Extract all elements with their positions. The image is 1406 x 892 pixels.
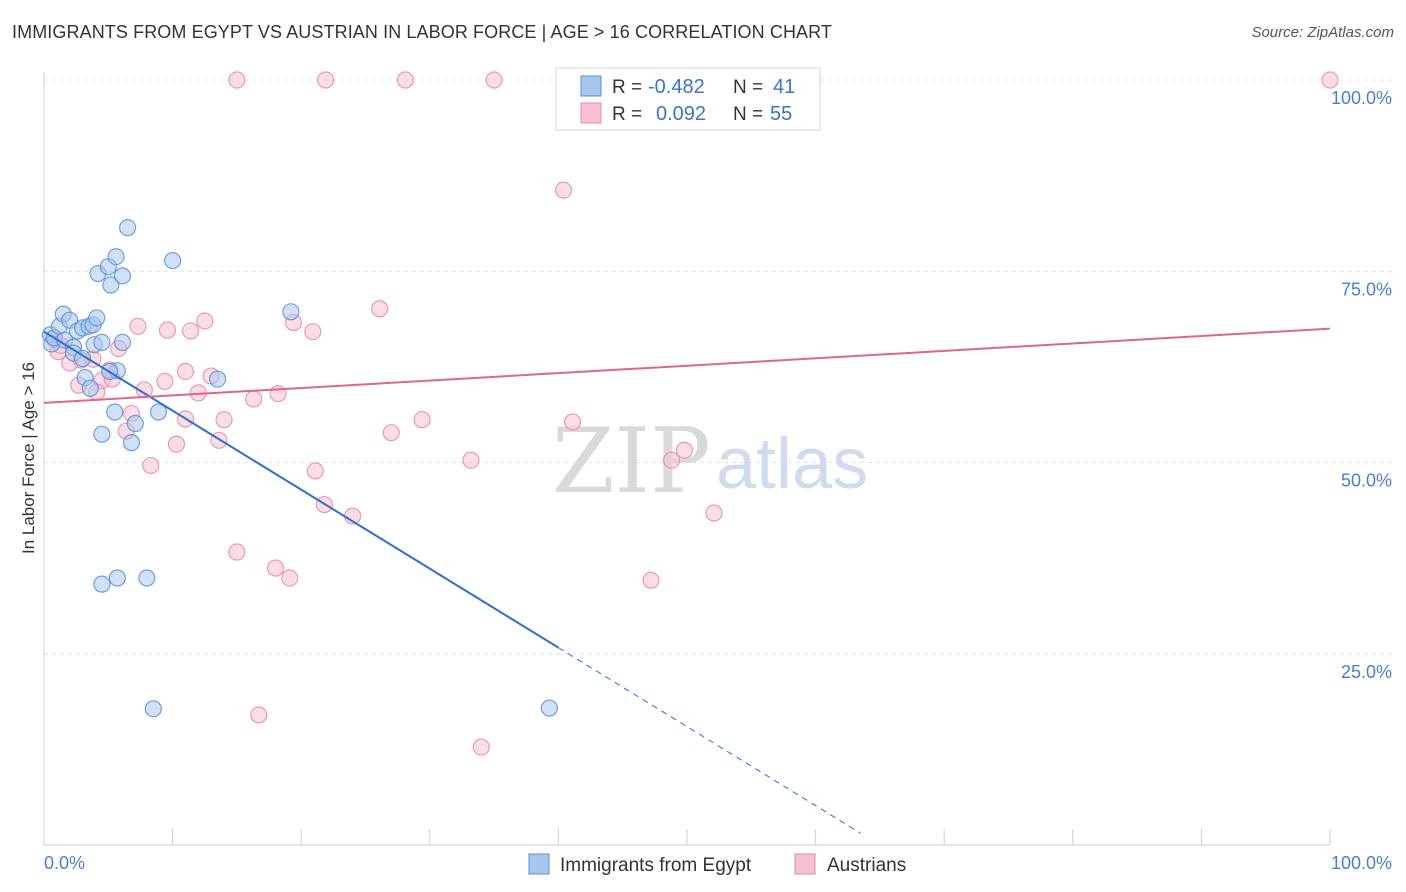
y-tick-label-75: 75.0% [1341, 279, 1392, 299]
point-blue-37 [144, 700, 162, 718]
series-austrians-points [45, 71, 1339, 756]
stats-box: R = -0.482 N = 41 R = 0.092 N = 55 [555, 67, 821, 131]
stats-swatch-pink [580, 102, 602, 124]
stats-swatch-blue [580, 75, 602, 97]
x-tick-label-min: 0.0% [44, 853, 85, 873]
chart-title: IMMIGRANTS FROM EGYPT VS AUSTRIAN IN LAB… [12, 22, 833, 42]
point-pink-4 [1321, 71, 1339, 89]
point-blue-31 [164, 251, 182, 270]
point-pink-43 [675, 441, 694, 459]
point-pink-11 [304, 323, 322, 341]
point-pink-34 [142, 456, 160, 475]
point-blue-23 [113, 267, 132, 285]
stats-r-label-2: R = [612, 104, 642, 125]
stats-n-value-2: 55 [770, 103, 792, 125]
point-blue-33 [209, 370, 227, 388]
point-pink-39 [382, 424, 400, 442]
x-tick-label-max: 100.0% [1331, 853, 1392, 873]
trend-lines [43, 327, 1331, 834]
legend: Immigrants from Egypt Austrians [528, 853, 906, 876]
legend-swatch-austrians [794, 853, 816, 875]
stats-r-label-1: R = [612, 77, 642, 98]
point-pink-3 [485, 71, 503, 89]
watermark-atlas: atlas [716, 424, 868, 504]
point-pink-10 [182, 322, 200, 340]
point-pink-2 [396, 71, 414, 89]
chart-source: Source: ZipAtlas.com [1251, 24, 1394, 41]
point-blue-35 [108, 569, 126, 587]
x-axis-ticks [43, 829, 1331, 845]
point-pink-46 [266, 559, 285, 577]
point-pink-50 [472, 738, 490, 756]
point-blue-26 [106, 403, 124, 421]
point-pink-1 [317, 71, 335, 89]
point-pink-23 [176, 362, 195, 381]
point-pink-29 [215, 411, 233, 429]
point-blue-32 [282, 303, 300, 321]
point-pink-6 [371, 300, 389, 318]
trendline-blue-extension [558, 647, 861, 834]
stats-n-label-2: N = [733, 104, 763, 125]
legend-swatch-egypt [528, 853, 550, 875]
point-pink-35 [306, 462, 324, 480]
point-blue-40 [113, 333, 132, 351]
point-blue-30 [149, 403, 168, 421]
point-blue-36 [138, 569, 156, 587]
point-pink-44 [705, 504, 723, 522]
point-pink-45 [228, 543, 246, 561]
trendline-pink [43, 327, 1331, 404]
point-pink-47 [281, 569, 299, 587]
y-axis-label: In Labor Force | Age > 16 [19, 362, 38, 554]
point-blue-34 [93, 575, 111, 593]
point-pink-8 [129, 317, 147, 335]
point-pink-41 [563, 413, 582, 431]
point-blue-18 [93, 333, 111, 351]
y-tick-label-25: 25.0% [1341, 662, 1392, 682]
y-tick-label-100: 100.0% [1331, 88, 1392, 108]
stats-r-value-1: -0.482 [648, 76, 705, 98]
stats-n-label-1: N = [733, 77, 763, 98]
point-pink-48 [642, 571, 660, 589]
trendline-blue [43, 330, 559, 649]
point-blue-28 [122, 434, 141, 452]
legend-label-austrians: Austrians [827, 855, 906, 876]
point-pink-33 [167, 435, 186, 453]
point-blue-10 [73, 349, 92, 368]
grid-lines [44, 79, 1395, 655]
point-blue-21 [102, 276, 120, 294]
point-blue-27 [93, 425, 111, 443]
point-blue-24 [118, 219, 137, 237]
point-pink-9 [158, 321, 177, 339]
point-pink-49 [250, 706, 268, 724]
y-axis-tick-labels: 25.0% 50.0% 75.0% 100.0% [1331, 88, 1392, 682]
watermark: ZIP atlas [552, 409, 868, 514]
stats-r-value-2: 0.092 [656, 103, 706, 125]
point-pink-38 [462, 451, 480, 469]
stats-n-value-1: 41 [773, 76, 795, 98]
point-pink-42 [662, 451, 681, 469]
legend-label-egypt: Immigrants from Egypt [560, 855, 752, 876]
point-pink-0 [228, 71, 246, 89]
point-blue-14 [81, 379, 99, 397]
point-pink-5 [554, 181, 573, 199]
y-tick-label-50: 50.0% [1341, 471, 1392, 491]
point-blue-22 [107, 248, 125, 266]
point-pink-26 [245, 390, 263, 408]
point-pink-7 [196, 312, 214, 330]
point-blue-29 [126, 414, 144, 433]
point-blue-17 [88, 309, 106, 327]
point-blue-38 [540, 699, 558, 717]
point-pink-22 [156, 372, 174, 391]
series-egypt-points [41, 219, 558, 718]
point-pink-40 [413, 411, 431, 429]
